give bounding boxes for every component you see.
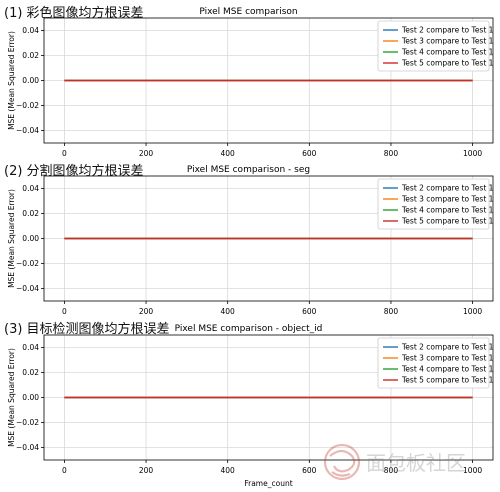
y-tick-label: −0.04	[16, 284, 39, 293]
x-tick-label: 1000	[463, 307, 482, 316]
y-tick-label: 0.00	[22, 393, 39, 402]
legend-label-3: Test 3 compare to Test 1	[401, 195, 494, 204]
x-tick-label: 1000	[463, 466, 482, 475]
swirl-logo-icon	[323, 443, 361, 481]
y-axis-label: MSE (Mean Squared Error)	[7, 31, 16, 130]
panel-heading-3: (3) 目标检测图像均方根误差	[4, 322, 170, 337]
legend: Test 2 compare to Test 1 Test 3 compare t…	[377, 20, 494, 72]
y-tick-label: 0.00	[22, 76, 39, 85]
legend-label-4: Test 4 compare to Test 1	[401, 48, 494, 57]
legend-label-2: Test 2 compare to Test 1	[401, 343, 494, 352]
x-tick-label: 600	[302, 466, 317, 475]
x-tick-label: 400	[221, 307, 236, 316]
x-tick-label: 400	[221, 466, 236, 475]
x-axis-label: Frame_count	[244, 479, 292, 488]
x-tick-label: 800	[384, 149, 399, 158]
x-tick-label: 200	[139, 466, 154, 475]
y-tick-label: 0.00	[22, 234, 39, 243]
legend-box	[377, 337, 490, 389]
y-tick-label: −0.04	[16, 126, 39, 135]
panel-heading-1: (1) 彩色图像均方根误差	[4, 6, 144, 21]
y-tick-label: 0.04	[22, 26, 39, 35]
x-tick-label: 800	[384, 466, 399, 475]
plot-frame	[43, 175, 494, 302]
watermark: 面包板社区	[318, 438, 493, 486]
x-tick-label: 200	[139, 149, 154, 158]
legend-label-2: Test 2 compare to Test 1	[401, 184, 494, 193]
y-tick-label: 0.02	[22, 368, 39, 377]
x-tick-label: 800	[384, 307, 399, 316]
chart-title: Pixel MSE comparison - object_id	[175, 324, 323, 334]
chart-title: Pixel MSE comparison - seg	[187, 165, 310, 175]
chart-panel-3: 0 200 400 600 800 1000 0.04 0.02 0.00 −0.02 −0.04 P…	[7, 324, 494, 488]
y-tick-label: −0.02	[16, 418, 39, 427]
x-tick-label: 0	[62, 466, 67, 475]
chart-panel-2: 0 200 400 600 800 1000 0.04 0.02 0.00 −0.02 −0.04 P…	[7, 165, 494, 316]
legend-label-2: Test 2 compare to Test 1	[401, 26, 494, 35]
y-tick-label: 0.04	[22, 343, 39, 352]
legend-label-3: Test 3 compare to Test 1	[401, 354, 494, 363]
panel-heading-2: (2) 分割图像均方根误差	[4, 164, 144, 179]
watermark-text: 面包板社区	[366, 451, 466, 475]
legend-label-5: Test 5 compare to Test 1	[401, 217, 494, 226]
x-tick-label: 200	[139, 307, 154, 316]
legend-label-3: Test 3 compare to Test 1	[401, 37, 494, 46]
x-tick-label: 400	[221, 149, 236, 158]
legend: Test 2 compare to Test 1 Test 3 compare t…	[377, 337, 494, 389]
chart-panel-1: 0 200 400 600 800 1000 0.04 0.02 0.00 −0.02 −0.04 P…	[7, 7, 494, 158]
legend-label-4: Test 4 compare to Test 1	[401, 365, 494, 374]
y-tick-label: 0.02	[22, 51, 39, 60]
y-tick-label: 0.02	[22, 209, 39, 218]
plot-frame	[43, 17, 494, 144]
x-tick-label: 1000	[463, 149, 482, 158]
y-tick-label: −0.04	[16, 443, 39, 452]
y-tick-label: −0.02	[16, 101, 39, 110]
legend-label-4: Test 4 compare to Test 1	[401, 206, 494, 215]
x-tick-label: 0	[62, 149, 67, 158]
x-tick-label: 600	[302, 149, 317, 158]
legend-box	[377, 178, 490, 230]
y-axis-label: MSE (Mean Squared Error)	[7, 348, 16, 447]
x-tick-label: 600	[302, 307, 317, 316]
x-tick-label: 0	[62, 307, 67, 316]
y-tick-label: −0.02	[16, 259, 39, 268]
chart-title: Pixel MSE comparison	[199, 7, 297, 17]
legend-label-5: Test 5 compare to Test 1	[401, 376, 494, 385]
legend-box	[377, 20, 490, 72]
plot-frame	[43, 334, 494, 461]
y-tick-label: 0.04	[22, 184, 39, 193]
y-axis-label: MSE (Mean Squared Error)	[7, 189, 16, 288]
legend: Test 2 compare to Test 1 Test 3 compare t…	[377, 178, 494, 230]
legend-label-5: Test 5 compare to Test 1	[401, 59, 494, 68]
